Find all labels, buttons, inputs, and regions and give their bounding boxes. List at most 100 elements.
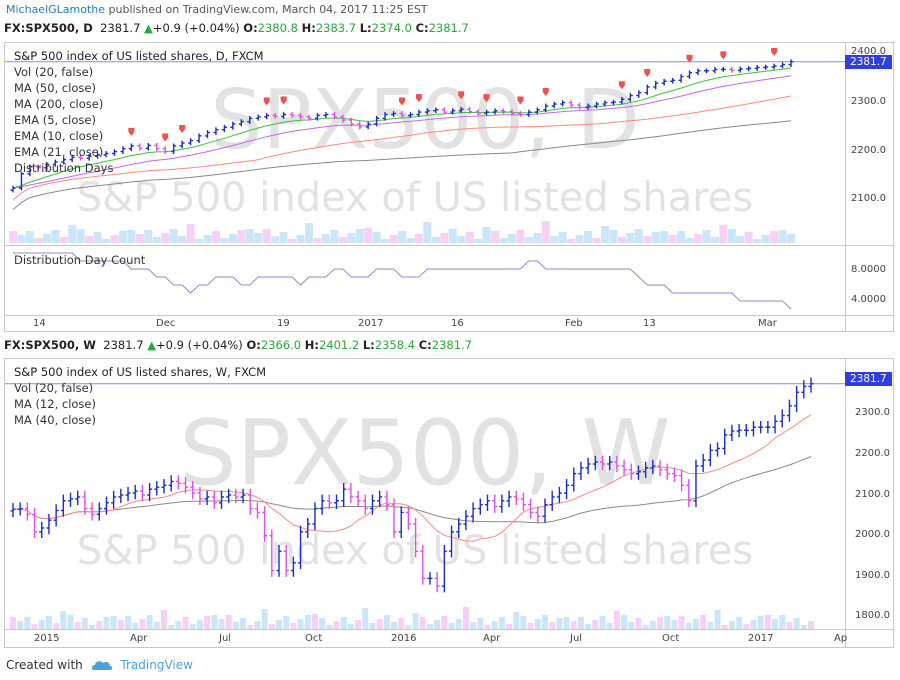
volume-bar <box>600 226 609 243</box>
volume-bar <box>313 238 322 243</box>
distribution-day-marker <box>458 91 465 100</box>
volume-bar <box>470 622 477 629</box>
distribution-chart[interactable] <box>5 247 845 315</box>
volume-bar <box>558 232 567 243</box>
daily-symbol[interactable]: FX:SPX500, D <box>4 21 93 35</box>
daily-x-tick: 14 <box>33 318 46 329</box>
open-label: O: <box>243 21 258 35</box>
daily-price-chart[interactable]: SPX500, D S&P 500 index of US listed shar… <box>5 43 845 243</box>
volume-bar <box>102 239 111 243</box>
volume-bar <box>59 237 68 243</box>
volume-bar <box>474 239 483 243</box>
volume-bar <box>617 237 626 243</box>
volume-bar <box>743 624 750 629</box>
daily-x-tick: 13 <box>643 318 656 329</box>
study-ema5[interactable]: EMA (5, close) <box>14 113 96 127</box>
study-ma40[interactable]: MA (40, close) <box>14 413 96 427</box>
volume-bar <box>304 615 311 629</box>
volume-bar <box>96 621 103 629</box>
daily-x-tick: Feb <box>565 318 583 329</box>
volume-bar <box>657 617 664 629</box>
volume-bar <box>585 624 592 629</box>
daily-title: S&P 500 index of US listed shares, D, FX… <box>14 49 264 63</box>
volume-bar <box>60 611 67 629</box>
volume-bar <box>391 622 398 629</box>
dist-y-tick: 4.0000 <box>851 294 886 305</box>
open-value: 2366.0 <box>260 338 302 352</box>
tradingview-link[interactable]: TradingView <box>120 658 193 672</box>
distribution-day-marker <box>128 127 135 136</box>
author-link[interactable]: MichaelGLamothe <box>6 3 106 16</box>
volume-bar <box>383 615 390 629</box>
low-label: L: <box>359 21 372 35</box>
volume-bar <box>577 617 584 629</box>
volume-bar <box>117 620 124 629</box>
volume-bar <box>326 625 333 629</box>
daily-x-tick: 19 <box>277 318 290 329</box>
volume-bar <box>800 625 807 629</box>
study-ma50[interactable]: MA (50, close) <box>14 81 96 95</box>
dist-y-tick: 8.0000 <box>851 264 886 275</box>
volume-bar <box>621 615 628 629</box>
study-ma200[interactable]: MA (200, close) <box>14 97 104 111</box>
volume-bar <box>53 623 60 629</box>
volume-bar <box>196 620 203 629</box>
weekly-chart-panel[interactable] <box>4 358 894 648</box>
volume-bar <box>271 236 280 243</box>
volume-bar <box>110 616 117 629</box>
volume-bar <box>297 619 304 629</box>
volume-bar <box>808 621 814 629</box>
volume-bar <box>182 617 189 629</box>
study-ma12[interactable]: MA (12, close) <box>14 397 96 411</box>
ema10-line <box>12 67 792 189</box>
distribution-day-marker <box>720 51 727 60</box>
weekly-x-tick: Apr <box>130 633 148 644</box>
volume-bar <box>355 620 362 629</box>
volume-bar <box>448 623 455 629</box>
daily-price: 2381.7 <box>100 21 141 35</box>
volume-bar <box>290 623 297 629</box>
daily-chart-panel[interactable] <box>4 42 894 332</box>
volume-bar <box>125 616 132 629</box>
volume-bar <box>764 615 771 629</box>
study-ema21[interactable]: EMA (21, close) <box>14 145 104 159</box>
close-label: C: <box>418 338 432 352</box>
volume-bar <box>304 223 313 243</box>
study-vol[interactable]: Vol (20, false) <box>14 381 94 395</box>
study-vol[interactable]: Vol (20, false) <box>14 65 94 79</box>
volume-bar <box>45 616 52 629</box>
volume-bar <box>542 615 548 629</box>
daily-x-tick: Dec <box>156 318 176 329</box>
volume-bar <box>347 624 354 629</box>
weekly-title: S&P 500 index of US listed shares, W, FX… <box>14 365 267 379</box>
distribution-day-marker <box>517 96 524 105</box>
volume-bar <box>412 613 419 629</box>
volume-bar <box>584 231 593 243</box>
weekly-price-chart[interactable]: SPX500, W S&P 500 index of US listed shar… <box>5 359 845 629</box>
volume-bar <box>643 236 652 243</box>
volume-bar <box>347 233 356 243</box>
volume-bar <box>296 235 305 243</box>
study-distribution[interactable]: Distribution Days <box>14 161 114 175</box>
distribution-day-marker <box>542 87 549 96</box>
study-ema10[interactable]: EMA (10, close) <box>14 129 104 143</box>
weekly-symbol[interactable]: FX:SPX500, W <box>4 338 96 352</box>
volume-bar <box>355 229 364 243</box>
volume-bar <box>362 608 369 629</box>
volume-bar <box>609 230 618 243</box>
volume-bar <box>513 612 520 629</box>
low-value: 2374.0 <box>371 21 412 35</box>
volume-bar <box>364 228 373 243</box>
low-value: 2358.4 <box>374 338 416 352</box>
volume-bar <box>74 622 81 629</box>
ma50-line <box>12 95 792 201</box>
volume-bar <box>482 227 491 243</box>
volume-bar <box>261 609 268 629</box>
low-label: L: <box>362 338 375 352</box>
volume-bar <box>606 623 613 629</box>
created-with-label: Created with <box>6 658 83 672</box>
footer: Created with TradingView <box>6 658 193 672</box>
volume-bar <box>556 618 563 629</box>
watermark-description: S&P 500 index of US listed shares <box>77 175 753 221</box>
weekly-x-tick: Oct <box>305 633 323 644</box>
